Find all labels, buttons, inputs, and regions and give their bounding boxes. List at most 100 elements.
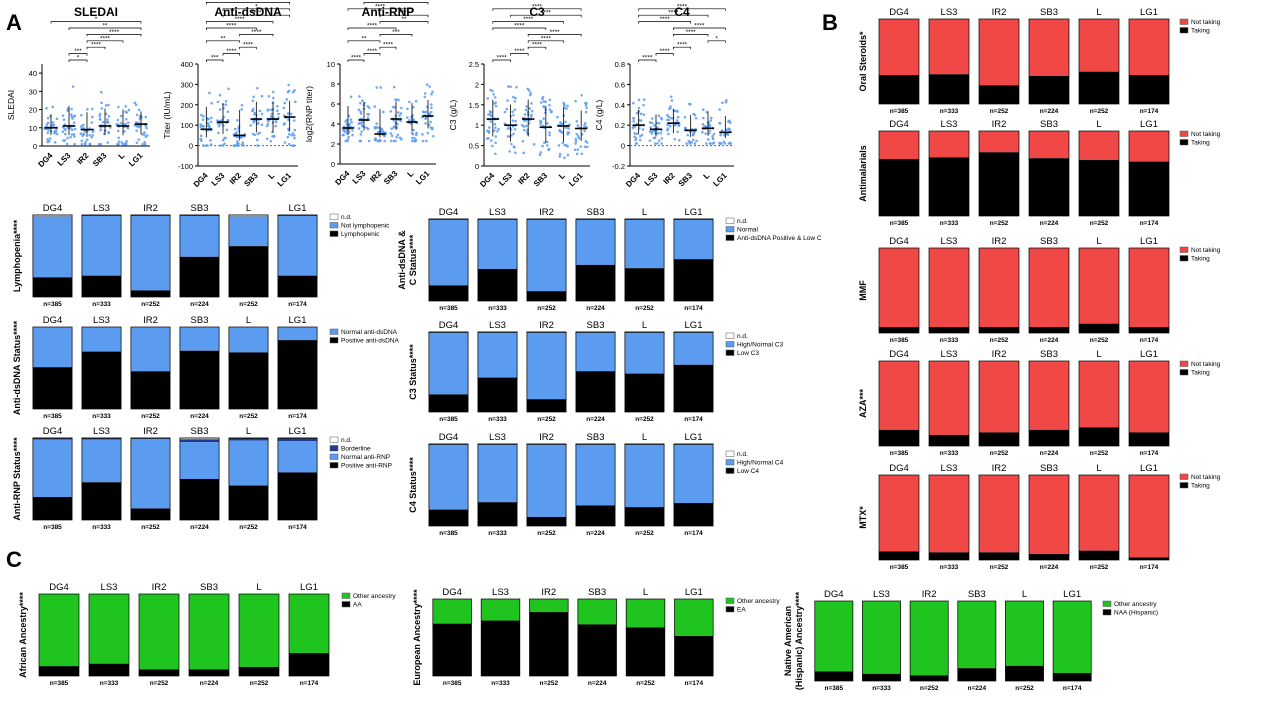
bar-segment — [32, 439, 73, 498]
data-point — [252, 120, 256, 124]
sig-label: **** — [109, 29, 120, 36]
n-label: n=224 — [586, 416, 605, 423]
sig-bracket — [672, 27, 726, 30]
data-point — [359, 101, 362, 105]
data-point — [701, 123, 705, 126]
data-point — [70, 133, 74, 136]
legend-label: Borderline — [341, 446, 371, 453]
legend-swatch — [329, 462, 339, 469]
data-point — [562, 114, 566, 117]
data-point — [547, 147, 551, 151]
y-axis-label: C3 Status**** — [408, 344, 418, 400]
data-point — [718, 141, 721, 145]
data-point — [375, 122, 378, 125]
data-point — [530, 113, 533, 117]
data-point — [530, 109, 534, 113]
data-point — [526, 128, 530, 132]
bar-segment — [529, 599, 569, 613]
category-label: IR2 — [539, 432, 554, 443]
bar-segment — [139, 669, 179, 676]
y-tick-label: 0.8 — [615, 60, 625, 69]
x-tick-label: LS3 — [210, 171, 227, 188]
y-tick-label: 0.2 — [615, 121, 625, 130]
data-point — [107, 103, 110, 107]
bar-segment — [1053, 673, 1092, 681]
data-point — [488, 126, 491, 129]
n-label: n=385 — [439, 305, 458, 312]
data-point — [421, 139, 425, 143]
bar-segment — [179, 350, 220, 409]
bar-segment — [428, 444, 469, 510]
data-point — [639, 112, 643, 116]
y-tick-label: 0 — [475, 162, 479, 171]
data-point — [406, 107, 409, 111]
n-label: n=252 — [239, 524, 258, 531]
n-label: n=224 — [1040, 108, 1059, 115]
data-point — [666, 118, 669, 122]
data-point — [79, 132, 83, 135]
y-tick-label: 2 — [331, 140, 335, 149]
data-point — [221, 138, 225, 142]
x-tick-label: LG1 — [127, 151, 145, 169]
data-point — [47, 139, 51, 143]
category-label: IR2 — [992, 7, 1007, 18]
data-point — [98, 115, 102, 118]
bar-segment — [179, 439, 220, 443]
x-tick-label: L — [117, 151, 127, 161]
data-point — [573, 148, 577, 151]
bar-segment — [289, 653, 329, 676]
data-point — [524, 119, 528, 122]
bar-segment — [529, 612, 569, 676]
sig-label: **** — [497, 55, 508, 62]
data-point — [558, 152, 562, 156]
data-point — [687, 139, 691, 143]
data-point — [91, 115, 94, 119]
bar-outline — [130, 437, 171, 521]
bar-segment — [1079, 550, 1119, 560]
data-point — [548, 133, 551, 137]
data-point — [70, 115, 74, 118]
data-point — [381, 131, 385, 134]
data-point — [565, 144, 568, 147]
data-point — [126, 126, 130, 130]
bar-segment — [879, 327, 919, 333]
data-point — [396, 111, 400, 114]
data-point — [653, 124, 656, 127]
category-label: SB3 — [587, 207, 605, 218]
n-label: n=385 — [890, 337, 909, 344]
n-label: n=174 — [684, 530, 703, 537]
data-point — [200, 113, 203, 117]
data-point — [574, 139, 578, 143]
data-point — [225, 128, 229, 132]
category-label: SB3 — [1040, 119, 1058, 130]
bar-segment — [879, 131, 919, 160]
n-label: n=385 — [43, 301, 62, 308]
category-label: L — [642, 432, 647, 443]
sig-label: ** — [401, 16, 407, 23]
sig-label: * — [715, 35, 718, 42]
bar-segment — [1079, 71, 1119, 104]
bar-outline — [1028, 360, 1070, 447]
n-label: n=224 — [190, 301, 209, 308]
data-point — [426, 131, 430, 135]
data-point — [360, 130, 364, 133]
data-point — [366, 112, 369, 116]
bar-segment — [526, 291, 567, 301]
data-point — [709, 119, 713, 122]
bar-segment — [1029, 158, 1069, 216]
legend-label: Not taking — [1191, 19, 1221, 26]
legend-label: n.d. — [737, 218, 748, 225]
data-point — [200, 139, 203, 142]
bar-segment — [228, 246, 269, 297]
bar-outline — [32, 326, 73, 410]
data-point — [493, 102, 496, 105]
sig-label: **** — [677, 3, 688, 10]
data-point — [347, 135, 351, 139]
data-point — [126, 121, 130, 124]
sig-label: **** — [383, 42, 394, 49]
data-point — [90, 135, 93, 139]
n-label: n=174 — [288, 524, 307, 531]
data-point — [70, 128, 74, 131]
bar-segment — [979, 131, 1019, 153]
sig-bracket — [672, 46, 692, 50]
